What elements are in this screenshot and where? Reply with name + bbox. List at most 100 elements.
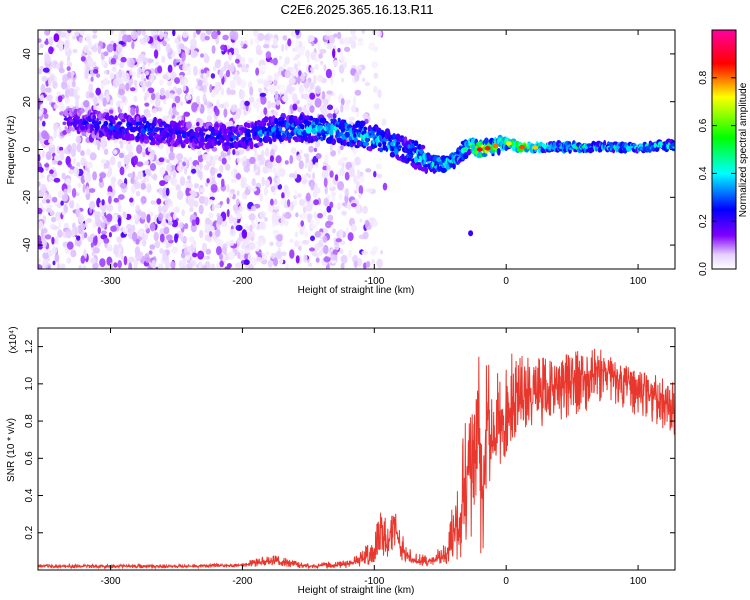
noise-blob [135, 105, 139, 115]
ridge-blob [145, 135, 149, 140]
spectrogram-ytick-label: 20 [22, 96, 33, 108]
ridge-blob [326, 123, 331, 128]
spectrogram-xtick-label: 0 [503, 276, 509, 287]
colorbar-tick-label: 0.2 [698, 214, 709, 228]
colorbar-tick-label: 0.0 [698, 262, 709, 276]
noise-blob [192, 50, 198, 57]
noise-blob [273, 205, 280, 210]
noise-blob [223, 101, 229, 108]
noise-blob [118, 31, 122, 41]
noise-blob [293, 240, 299, 248]
noise-blob [159, 233, 165, 243]
noise-blob [63, 188, 68, 195]
noise-blob [180, 101, 184, 106]
noise-blob [197, 154, 204, 163]
snr-ytick-label: 1.2 [24, 339, 35, 353]
noise-blob [87, 40, 93, 49]
noise-blob [347, 202, 352, 211]
noise-blob [206, 101, 213, 109]
noise-blob [216, 99, 220, 109]
noise-blob [193, 183, 200, 189]
noise-blob [143, 233, 149, 240]
noise-blob [118, 68, 122, 79]
noise-blob [38, 110, 42, 117]
noise-blob [133, 259, 138, 269]
noise-blob [211, 45, 216, 54]
noise-blob [294, 46, 299, 53]
noise-blob [257, 33, 265, 41]
noise-blob [299, 228, 304, 235]
noise-blob [182, 84, 187, 92]
noise-blob [133, 214, 139, 221]
noise-blob [47, 265, 51, 269]
ridge-blob [408, 153, 414, 159]
noise-blob [308, 262, 313, 267]
noise-blob [154, 40, 158, 50]
ridge-blob [344, 131, 350, 138]
noise-blob [287, 199, 291, 208]
noise-blob [303, 93, 309, 100]
noise-blob [344, 171, 350, 181]
noise-blob [315, 217, 320, 226]
noise-blob [264, 217, 268, 222]
noise-blob [58, 41, 64, 52]
noise-blob [313, 199, 319, 206]
noise-blob [80, 255, 86, 264]
noise-blob [205, 248, 211, 255]
noise-blob [295, 39, 300, 47]
noise-blob [55, 236, 59, 245]
ridge-blob [392, 133, 396, 140]
noise-blob [326, 90, 333, 95]
noise-blob [138, 230, 144, 237]
noise-blob [101, 199, 105, 206]
noise-blob [258, 237, 262, 247]
noise-blob [325, 68, 332, 79]
noise-blob [277, 183, 283, 190]
noise-blob [364, 81, 371, 87]
noise-blob [42, 120, 46, 127]
noise-blob [269, 59, 277, 64]
noise-blob [288, 173, 296, 178]
noise-blob [357, 41, 364, 46]
noise-blob [239, 101, 244, 111]
noise-blob [220, 87, 225, 96]
ridge-blob [258, 137, 263, 143]
noise-blob [255, 49, 263, 56]
noise-blob [249, 86, 254, 96]
noise-blob [86, 218, 92, 223]
noise-blob [89, 92, 95, 99]
noise-blob [313, 147, 317, 152]
noise-blob [112, 42, 117, 52]
noise-blob [235, 111, 241, 120]
noise-blob [272, 229, 280, 235]
noise-blob [219, 69, 224, 79]
colorbar-tick-label: 0.8 [698, 70, 709, 84]
ridge-blob [285, 121, 290, 129]
noise-blob [338, 158, 345, 164]
noise-blob [69, 200, 74, 209]
noise-blob [198, 195, 206, 204]
noise-blob [219, 253, 223, 261]
noise-blob [307, 35, 315, 42]
noise-blob [57, 220, 62, 230]
noise-blob [38, 166, 44, 171]
noise-blob [163, 175, 171, 182]
noise-blob [163, 226, 170, 235]
noise-blob [294, 189, 298, 197]
spectrogram-xtick-label: 100 [630, 276, 647, 287]
noise-blob [113, 197, 120, 203]
noise-blob [111, 66, 117, 72]
noise-blob [208, 199, 214, 206]
ridge-blob [184, 137, 190, 145]
noise-blob [56, 216, 60, 221]
noise-blob [127, 151, 134, 158]
noise-blob [219, 164, 224, 174]
noise-blob [290, 147, 297, 155]
noise-blob [312, 172, 316, 181]
noise-blob [131, 224, 136, 233]
ridge-blob [359, 120, 366, 127]
noise-blob [72, 35, 76, 40]
noise-blob [147, 58, 155, 64]
noise-blob [157, 43, 161, 53]
noise-blob [44, 163, 50, 168]
